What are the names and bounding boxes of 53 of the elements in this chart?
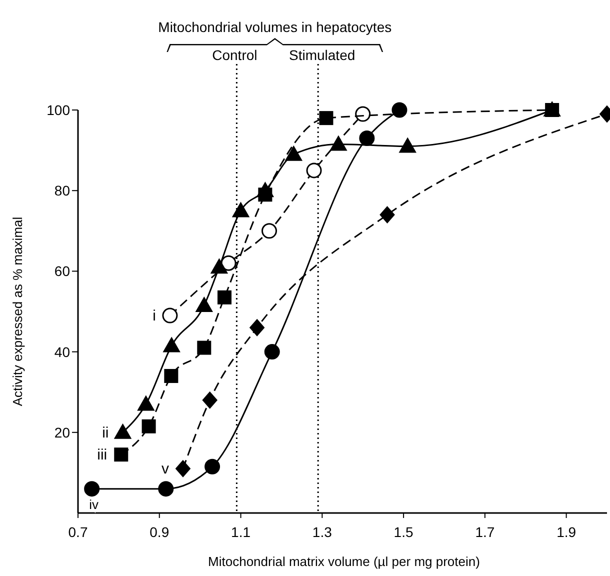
ref-line-label: Stimulated [289, 47, 356, 63]
x-tick-label: 1.7 [475, 524, 495, 540]
x-tick-label: 1.9 [556, 524, 576, 540]
point [264, 344, 280, 360]
point [330, 136, 347, 151]
point [380, 206, 395, 224]
point [217, 290, 232, 304]
y-tick-label: 100 [46, 102, 70, 118]
point [319, 111, 334, 126]
y-axis-title: Activity expressed as % maximal [10, 216, 25, 406]
y-tick-label: 80 [54, 182, 70, 199]
point [163, 337, 180, 352]
point [202, 392, 218, 409]
point [114, 424, 132, 439]
point [158, 481, 174, 497]
point [196, 296, 213, 312]
point [137, 396, 154, 411]
point [142, 419, 156, 434]
x-axis-title: Mitochondrial matrix volume (µl per mg protein) [208, 554, 480, 569]
series-label: iii [97, 446, 108, 464]
text: Mitochondrial volumes in hepatocytes [158, 19, 392, 35]
point [164, 368, 178, 383]
x-tick-label: 0.9 [150, 524, 170, 540]
series-label: ii [102, 424, 109, 442]
point [232, 202, 250, 218]
series-label: iv [89, 496, 100, 512]
point [114, 448, 128, 462]
ref-line-label: Control [212, 47, 258, 63]
y-tick-label: 60 [54, 263, 70, 280]
point [204, 458, 220, 474]
point [197, 340, 212, 355]
x-tick-label: 1.1 [231, 524, 251, 540]
point [162, 308, 178, 324]
point [285, 146, 302, 161]
x-tick-label: 1.3 [312, 524, 332, 540]
x-tick-label: 0.7 [68, 524, 88, 540]
point [355, 106, 371, 122]
point [306, 162, 322, 178]
point [250, 319, 265, 336]
point [220, 255, 236, 271]
x-tick-label: 1.5 [394, 524, 414, 540]
series-label: v [161, 460, 170, 478]
point [210, 258, 228, 274]
y-tick-label: 20 [54, 424, 70, 440]
point [84, 481, 100, 497]
series-label: i [152, 308, 156, 325]
point [258, 188, 272, 202]
y-tick-label: 40 [54, 344, 70, 360]
point [392, 102, 408, 118]
point [399, 138, 416, 153]
point [359, 130, 375, 146]
point [262, 223, 278, 239]
point [175, 460, 190, 478]
